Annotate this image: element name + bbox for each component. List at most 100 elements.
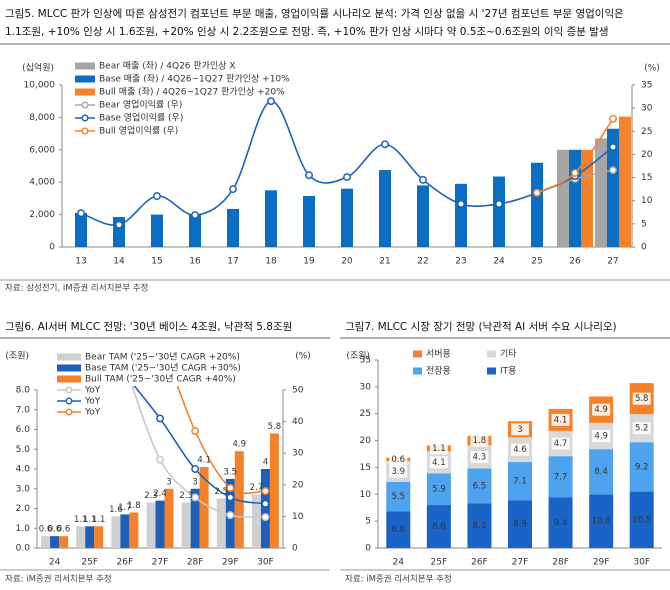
bar	[251, 494, 261, 548]
x-tick-label: 29F	[222, 558, 239, 568]
legend-swatch	[75, 75, 95, 83]
bar	[216, 498, 226, 548]
line-marker	[381, 140, 389, 149]
bar	[75, 212, 87, 247]
legend-swatch	[75, 62, 95, 70]
value-label: 9.4	[554, 518, 568, 528]
bar	[59, 536, 69, 548]
line-marker	[609, 143, 617, 151]
bar	[581, 149, 593, 247]
legend-marker	[81, 101, 89, 109]
legend-swatch	[487, 350, 496, 358]
bar	[417, 185, 429, 247]
label-box	[592, 403, 611, 416]
legend-label: Bear 영업이익률 (우)	[99, 99, 182, 111]
y-tick-label: 20	[360, 436, 372, 446]
label-box	[511, 423, 529, 436]
line-marker	[191, 465, 200, 473]
line-marker	[261, 499, 270, 508]
x-tick-label: 16	[189, 257, 201, 267]
line-marker	[571, 168, 579, 177]
y2-tick-label: 30	[292, 449, 304, 459]
y-tick-label: 8,000	[29, 113, 55, 123]
y2-tick-label: 15	[641, 173, 652, 183]
line-marker	[267, 97, 275, 106]
label-box	[470, 450, 489, 463]
legend-label: 전장용	[426, 366, 451, 377]
line-marker	[261, 487, 270, 496]
value-label: 2.4	[153, 489, 167, 499]
source: 자료: 삼성전기, iM증권 리서치본부 추정	[5, 283, 148, 294]
bar	[619, 116, 631, 247]
line	[80, 100, 614, 226]
bar-segment	[629, 442, 654, 492]
bar	[265, 190, 277, 247]
legend-label: Bull 영업이익률 (우)	[99, 125, 178, 137]
bar	[164, 488, 174, 548]
bar	[111, 516, 121, 548]
line-marker	[115, 220, 123, 229]
y-tick-label: 4.0	[16, 465, 31, 475]
value-label: 10.0	[592, 517, 611, 527]
x-tick-label: 26	[569, 257, 581, 267]
bar	[85, 526, 95, 548]
bar	[189, 214, 201, 247]
bar-segment	[589, 449, 614, 495]
bar-segment	[629, 491, 654, 548]
line-marker	[226, 493, 235, 502]
y-unit: (조원)	[346, 351, 370, 362]
y2-tick-label: 50	[292, 386, 304, 396]
bar-segment	[508, 462, 532, 501]
y2-tick-label: 0	[641, 243, 647, 253]
x-tick-label: 17	[227, 257, 238, 267]
bar	[120, 514, 130, 548]
line-marker	[609, 114, 617, 123]
y-tick-label: 2,000	[29, 210, 55, 220]
bar-segment	[426, 473, 451, 506]
y2-tick-label: 30	[641, 104, 653, 114]
y-tick-label: 25	[360, 409, 371, 419]
value-label: 0.6	[392, 455, 406, 465]
chart-title: 그림7. MLCC 시장 장기 전망 (낙관적 AI 서버 수요 시나리오)	[345, 321, 617, 333]
value-label: 4.9	[233, 440, 247, 450]
x-tick-label: 21	[379, 257, 390, 267]
bar	[227, 208, 239, 247]
x-tick-label: 27	[607, 257, 618, 267]
x-tick-label: 22	[417, 257, 428, 267]
chart: 그림6. AI서버 MLCC 전망: '30년 베이스 4조원, 낙관적 5.8…	[5, 321, 311, 585]
line-marker	[156, 455, 164, 464]
value-label: 4.1	[432, 458, 446, 468]
line-marker	[261, 513, 270, 521]
value-label: 5.5	[392, 492, 406, 502]
legend-label: 기타	[500, 349, 517, 360]
y2-tick-label: 20	[292, 480, 304, 490]
label-box	[551, 437, 570, 450]
value-label: 6.5	[473, 481, 487, 491]
legend-label: IT용	[500, 366, 516, 377]
x-tick-label: 25F	[81, 558, 98, 568]
value-label: 2.3	[179, 491, 193, 501]
value-label: 8.0	[432, 522, 446, 532]
value-label: 3.9	[392, 467, 406, 477]
x-tick-label: 19	[303, 257, 315, 267]
label-box	[632, 392, 651, 405]
legend-marker	[81, 127, 89, 135]
bar-segment	[548, 497, 573, 548]
y-tick-label: 0	[365, 544, 371, 554]
bar	[557, 149, 569, 247]
line-marker	[495, 200, 503, 208]
chart-title: 그림6. AI서버 MLCC 전망: '30년 베이스 4조원, 낙관적 5.8…	[5, 321, 292, 333]
value-label: 9.2	[635, 462, 649, 472]
x-tick-label: 28F	[187, 558, 204, 568]
line-marker	[191, 493, 200, 502]
legend-label: Bull 매출 (좌) / 4Q26~1Q27 판가인상 +20%	[99, 87, 285, 98]
bar	[303, 195, 315, 247]
bar	[129, 512, 139, 548]
bar	[199, 467, 209, 548]
y-tick-label: 10,000	[24, 81, 56, 91]
legend-marker	[65, 397, 73, 405]
value-label: 8.9	[513, 520, 527, 530]
bar	[181, 502, 191, 548]
y-tick-label: 10	[360, 490, 372, 500]
y2-tick-label: 10	[641, 196, 653, 206]
